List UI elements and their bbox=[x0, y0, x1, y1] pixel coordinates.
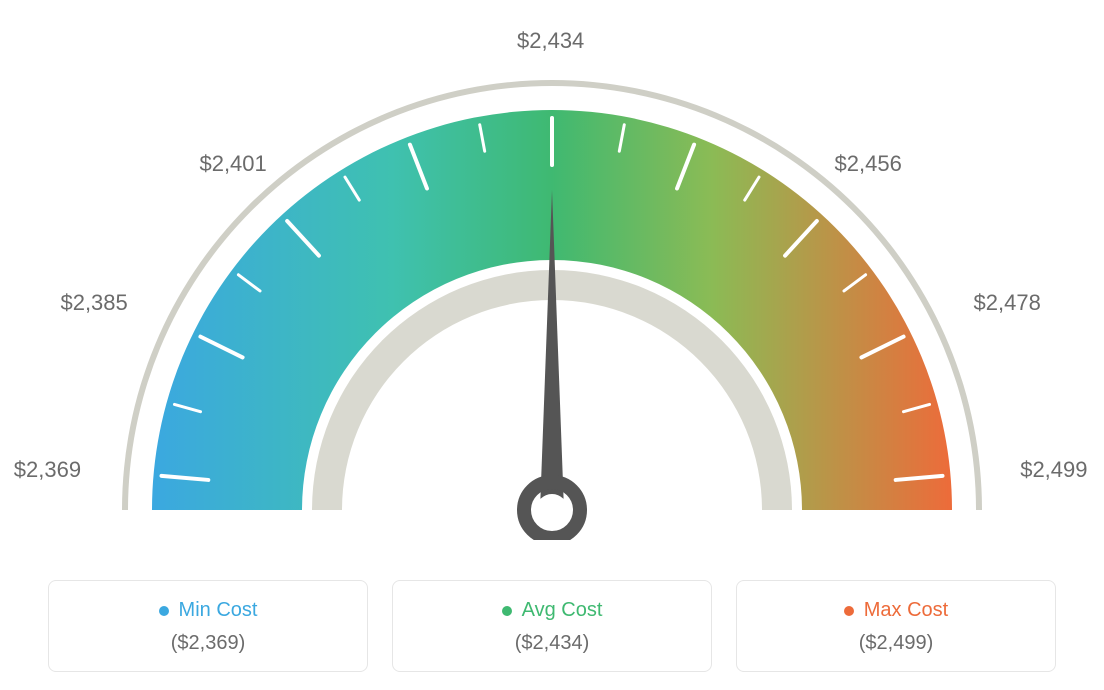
dot-icon bbox=[844, 606, 854, 616]
legend-row: Min Cost ($2,369) Avg Cost ($2,434) Max … bbox=[40, 580, 1064, 672]
dot-icon bbox=[159, 606, 169, 616]
legend-value-avg: ($2,434) bbox=[413, 632, 691, 655]
gauge-svg bbox=[40, 40, 1064, 540]
legend-card-max: Max Cost ($2,499) bbox=[736, 580, 1056, 672]
gauge-tick-label: $2,478 bbox=[974, 290, 1041, 316]
legend-title-text: Min Cost bbox=[179, 599, 258, 622]
legend-title-text: Max Cost bbox=[864, 599, 948, 622]
gauge-tick-label: $2,385 bbox=[60, 290, 127, 316]
gauge-tick-label: $2,369 bbox=[14, 457, 81, 483]
gauge-tick-label: $2,434 bbox=[517, 28, 584, 54]
gauge-tick-label: $2,401 bbox=[199, 151, 266, 177]
legend-title-avg: Avg Cost bbox=[502, 599, 603, 622]
legend-title-min: Min Cost bbox=[159, 599, 258, 622]
legend-value-max: ($2,499) bbox=[757, 632, 1035, 655]
legend-card-min: Min Cost ($2,369) bbox=[48, 580, 368, 672]
gauge-chart: $2,369$2,385$2,401$2,434$2,456$2,478$2,4… bbox=[40, 40, 1064, 540]
gauge-tick-label: $2,456 bbox=[835, 151, 902, 177]
legend-title-max: Max Cost bbox=[844, 599, 948, 622]
legend-title-text: Avg Cost bbox=[522, 599, 603, 622]
legend-value-min: ($2,369) bbox=[69, 632, 347, 655]
legend-card-avg: Avg Cost ($2,434) bbox=[392, 580, 712, 672]
dot-icon bbox=[502, 606, 512, 616]
gauge-tick-label: $2,499 bbox=[1020, 457, 1087, 483]
